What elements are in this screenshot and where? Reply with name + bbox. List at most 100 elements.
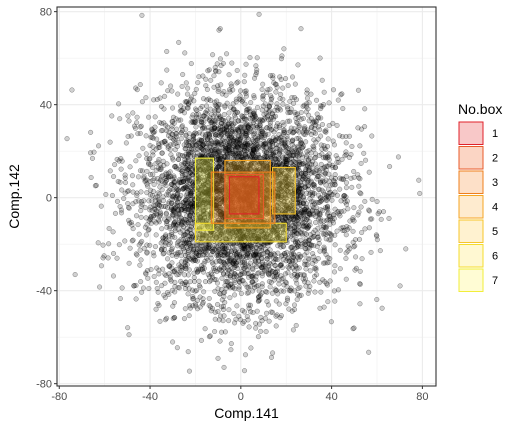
data-point — [175, 207, 181, 213]
data-point — [356, 209, 362, 215]
data-point — [265, 87, 271, 93]
data-point — [166, 233, 172, 239]
data-point — [182, 260, 188, 266]
data-point — [309, 159, 316, 165]
data-point — [178, 130, 184, 136]
data-point — [194, 306, 201, 312]
data-point — [184, 138, 190, 144]
data-point — [351, 325, 357, 331]
data-point — [235, 127, 241, 133]
data-point — [298, 253, 304, 259]
data-point — [238, 253, 244, 259]
data-point — [314, 272, 320, 278]
data-point — [259, 256, 265, 262]
data-point — [269, 95, 275, 101]
data-point — [178, 117, 184, 123]
data-point — [149, 126, 155, 132]
data-point — [237, 137, 243, 143]
data-point — [315, 115, 321, 121]
data-point — [230, 151, 236, 157]
data-point — [188, 153, 194, 159]
data-point — [214, 301, 221, 308]
data-point — [190, 296, 196, 302]
data-point — [143, 232, 149, 238]
data-point — [222, 261, 228, 267]
data-point — [303, 236, 309, 242]
data-point — [237, 252, 243, 258]
data-point — [274, 273, 280, 280]
data-point — [242, 101, 248, 107]
data-point — [224, 146, 230, 152]
data-point — [148, 134, 154, 140]
data-point — [276, 281, 282, 287]
data-point — [167, 240, 173, 246]
data-point — [126, 332, 132, 338]
data-point — [187, 279, 193, 285]
data-point — [138, 203, 144, 209]
data-point — [153, 160, 159, 167]
data-point — [290, 137, 296, 144]
data-point — [288, 233, 294, 239]
data-point — [171, 209, 177, 215]
data-point — [168, 152, 174, 158]
data-point — [258, 141, 264, 147]
data-point — [184, 194, 190, 201]
data-point — [277, 148, 283, 154]
data-point — [329, 197, 335, 203]
data-point — [143, 95, 149, 101]
data-point — [192, 130, 198, 136]
data-point — [359, 230, 365, 236]
data-point — [252, 229, 258, 235]
data-point — [169, 196, 175, 202]
data-point — [395, 154, 401, 160]
data-point — [264, 125, 270, 131]
data-point — [296, 129, 302, 135]
data-point — [280, 101, 286, 107]
data-point — [298, 116, 304, 122]
data-point — [196, 278, 202, 284]
data-point — [259, 281, 265, 287]
data-point — [172, 289, 178, 295]
data-point — [357, 268, 363, 274]
data-point — [227, 295, 233, 301]
data-point — [189, 216, 195, 222]
data-point — [153, 306, 159, 312]
data-point — [168, 186, 174, 192]
data-point — [369, 196, 375, 202]
data-point — [292, 159, 298, 165]
data-point — [197, 140, 203, 146]
data-point — [89, 155, 96, 161]
data-point — [295, 243, 301, 249]
data-point — [174, 126, 180, 132]
data-point — [181, 203, 188, 209]
data-point — [187, 305, 193, 311]
data-point — [222, 125, 228, 132]
data-point — [321, 232, 327, 238]
data-point — [316, 152, 322, 159]
data-point — [348, 151, 354, 158]
data-point — [204, 146, 211, 152]
data-point — [230, 228, 236, 234]
data-point — [226, 72, 232, 78]
data-point — [303, 283, 309, 289]
data-point — [170, 339, 176, 345]
data-point — [138, 199, 145, 205]
data-point — [320, 277, 326, 283]
data-point — [343, 276, 349, 282]
data-point — [117, 203, 123, 210]
data-point — [220, 306, 227, 313]
data-point — [306, 100, 312, 106]
data-point — [215, 355, 221, 361]
data-point — [299, 161, 305, 167]
data-point — [221, 89, 227, 95]
data-point — [259, 255, 265, 261]
data-point — [241, 368, 248, 374]
data-point — [274, 84, 280, 90]
data-point — [247, 193, 253, 199]
data-point — [228, 347, 234, 353]
data-point — [327, 189, 333, 195]
data-point — [238, 132, 244, 138]
data-point — [374, 198, 380, 205]
data-point — [305, 207, 311, 213]
data-point — [198, 266, 204, 272]
